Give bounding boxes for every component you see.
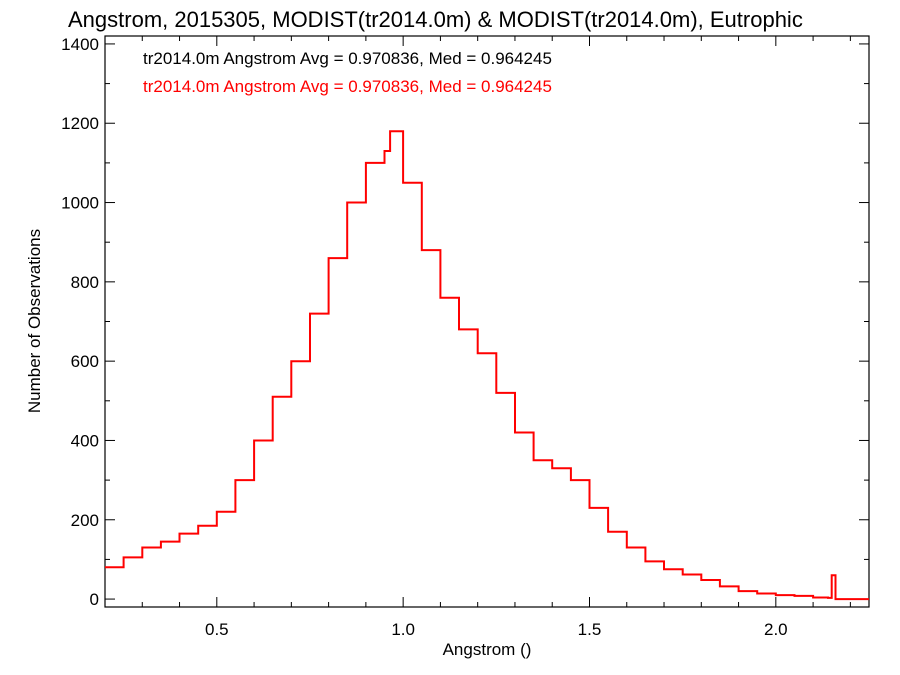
- y-tick-label: 0: [90, 590, 99, 609]
- legend-entry-black: tr2014.0m Angstrom Avg = 0.970836, Med =…: [143, 49, 552, 68]
- x-tick-label: 1.5: [578, 620, 602, 639]
- y-tick-label: 800: [71, 273, 99, 292]
- axis-ticks: [104, 36, 869, 607]
- y-tick-label: 1400: [61, 35, 99, 54]
- legend-entry-red: tr2014.0m Angstrom Avg = 0.970836, Med =…: [143, 77, 552, 96]
- y-axis-label: Number of Observations: [25, 229, 44, 413]
- series-group: [105, 130, 869, 601]
- axis-tick-labels: 0.5 1.0 1.5 2.0 0 200 400 600 800 1000 1200 1400: [61, 35, 787, 639]
- y-tick-label: 400: [71, 431, 99, 450]
- x-tick-label: 1.0: [391, 620, 415, 639]
- histogram-series-line: [105, 130, 869, 601]
- y-tick-label: 200: [71, 511, 99, 530]
- y-tick-label: 600: [71, 352, 99, 371]
- y-tick-label: 1000: [61, 194, 99, 213]
- chart-title: Angstrom, 2015305, MODIST(tr2014.0m) & M…: [68, 7, 803, 32]
- plot-frame: [104, 35, 870, 608]
- x-tick-label: 0.5: [205, 620, 229, 639]
- x-axis-label: Angstrom (): [443, 640, 532, 659]
- y-tick-label: 1200: [61, 114, 99, 133]
- x-tick-label: 2.0: [764, 620, 788, 639]
